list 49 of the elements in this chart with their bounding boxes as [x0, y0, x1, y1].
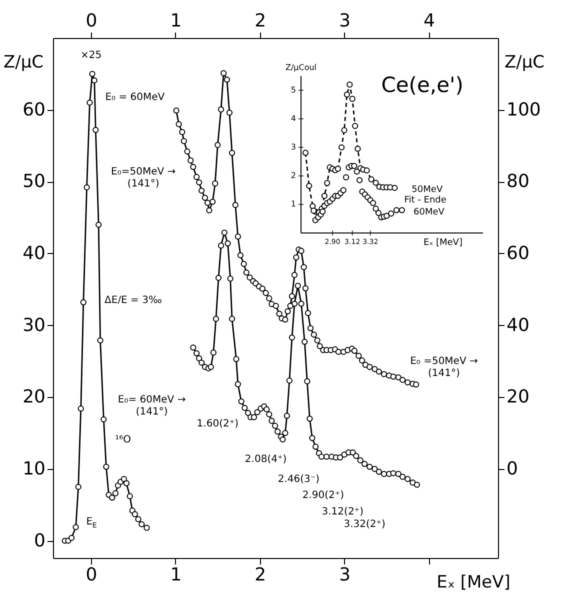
y2-axis-title: Z/μC	[504, 52, 545, 72]
annotation: 2.46(3⁻)	[278, 474, 320, 485]
annotation: 3.32(2⁺)	[344, 519, 386, 530]
y-axis-title: Z/μCoul	[285, 63, 317, 72]
y2-tick-label: 0	[506, 458, 518, 480]
x2-tick-label: 1	[170, 10, 182, 32]
annotation: 1.60(2⁺)	[196, 418, 239, 430]
annotation: ×25	[80, 50, 102, 62]
text: Ce(e,e')	[381, 73, 464, 97]
annotation: 3.12(2⁺)	[322, 506, 364, 518]
y-tick-label: 10	[22, 458, 46, 480]
x-tick-label: 1	[170, 564, 182, 586]
annotation: ΔE/E = 3‰	[104, 295, 162, 306]
x-axis-title: Eₓ [MeV]	[436, 572, 510, 592]
y-tick-label: 4	[290, 114, 296, 123]
y-tick-label: 3	[290, 142, 296, 152]
annotation: E₀ =50MeV → (141°)	[410, 356, 478, 380]
x2-tick-label: 4	[424, 10, 435, 32]
annotation: Fit - Ende	[404, 195, 447, 206]
y-tick-label: 20	[22, 386, 46, 408]
y-tick-label: 1	[290, 199, 296, 208]
x2-tick-label: 0	[86, 10, 98, 32]
y2-tick-label: 60	[506, 242, 530, 264]
annotation: E₀= 60MeV → (141°)	[118, 394, 186, 418]
y-tick-label: 40	[22, 242, 46, 264]
y-tick-label: 2	[290, 170, 296, 180]
annotation: 60MeV	[413, 207, 446, 218]
y-tick-label: 30	[22, 314, 46, 336]
x-axis-title: Eₓ [MeV]	[423, 238, 462, 248]
annotation: E₀ = 60MeV	[105, 92, 165, 103]
x2-tick-label: 2	[254, 10, 266, 32]
y-tick-label: 5	[290, 85, 296, 94]
y-axis-title: Z/μC	[3, 52, 44, 72]
y2-tick-label: 20	[506, 386, 530, 408]
x-tick-label: 2	[254, 564, 266, 586]
annotation: 50MeV	[412, 184, 444, 195]
annotation: E₀=50MeV → (141°)	[111, 166, 176, 190]
x-tick-label: 3	[339, 564, 351, 586]
y2-tick-label: 40	[506, 314, 530, 336]
y2-tick-label: 100	[506, 99, 541, 120]
y2-tick-label: 80	[506, 171, 530, 192]
x-tick-label: 0	[86, 564, 98, 586]
annotation: 2.08(4⁺)	[244, 454, 287, 465]
annotation: ¹⁶O	[115, 434, 132, 446]
y-tick-label: 50	[22, 171, 46, 192]
y-tick-label: 0	[34, 530, 46, 552]
x2-tick-label: 3	[339, 10, 351, 32]
annotation: 2.90(2⁺)	[302, 490, 344, 501]
y-tick-label: 60	[22, 99, 46, 120]
